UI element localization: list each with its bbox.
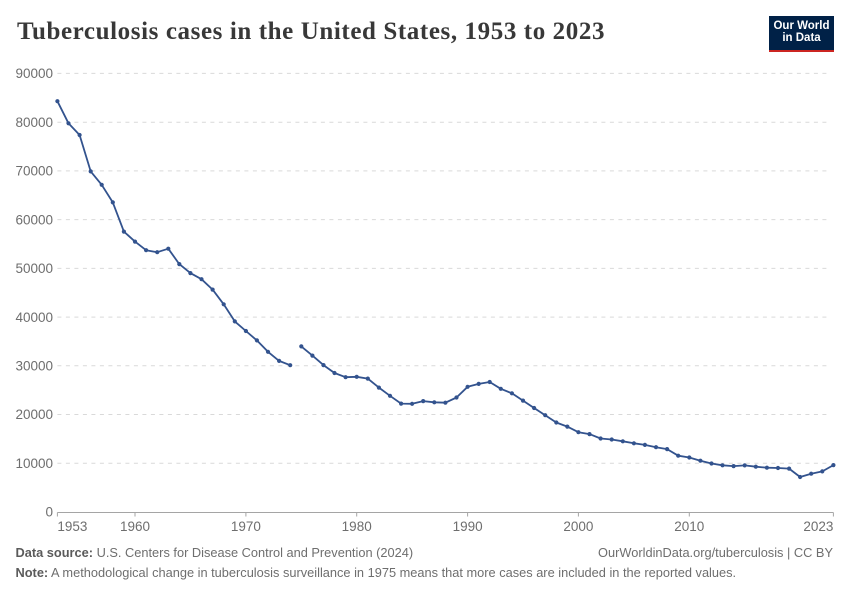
svg-text:2000: 2000 bbox=[563, 519, 593, 534]
svg-text:40000: 40000 bbox=[15, 310, 53, 325]
svg-text:1990: 1990 bbox=[453, 519, 483, 534]
svg-text:60000: 60000 bbox=[15, 212, 53, 227]
svg-text:2010: 2010 bbox=[674, 519, 704, 534]
svg-text:10000: 10000 bbox=[15, 456, 53, 471]
svg-text:1970: 1970 bbox=[231, 519, 261, 534]
svg-text:0: 0 bbox=[45, 505, 53, 520]
svg-text:90000: 90000 bbox=[15, 66, 53, 81]
svg-text:50000: 50000 bbox=[15, 261, 53, 276]
svg-text:2023: 2023 bbox=[803, 519, 833, 534]
svg-text:20000: 20000 bbox=[15, 407, 53, 422]
svg-text:30000: 30000 bbox=[15, 359, 53, 374]
svg-text:1980: 1980 bbox=[342, 519, 372, 534]
svg-text:1953: 1953 bbox=[57, 519, 87, 534]
svg-text:1960: 1960 bbox=[120, 519, 150, 534]
svg-text:80000: 80000 bbox=[15, 115, 53, 130]
svg-text:70000: 70000 bbox=[15, 164, 53, 179]
